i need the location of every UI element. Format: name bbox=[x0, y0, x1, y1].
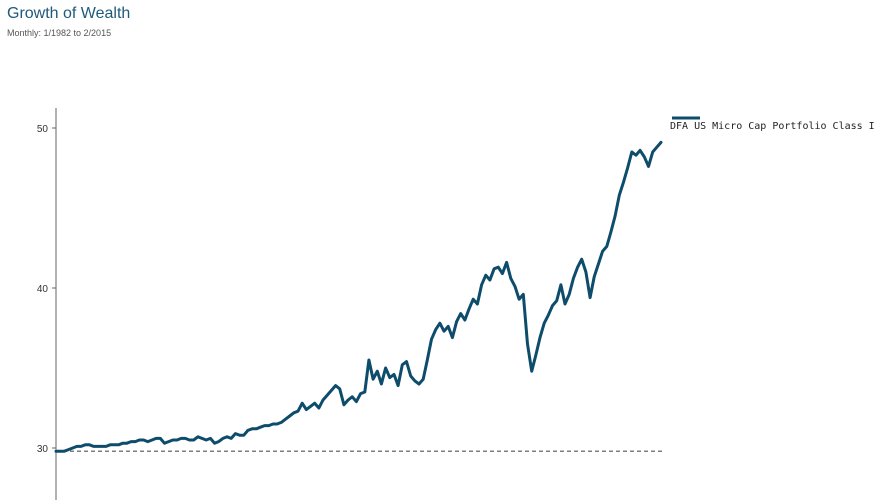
chart-subtitle: Monthly: 1/1982 to 2/2015 bbox=[7, 28, 112, 38]
y-tick-label: 50 bbox=[37, 124, 49, 135]
y-ticks: 30 40 50 bbox=[37, 124, 56, 455]
y-tick-label: 30 bbox=[37, 444, 49, 455]
legend-label: DFA US Micro Cap Portfolio Class I bbox=[670, 121, 875, 132]
series-line-dfa-us-micro-cap bbox=[54, 140, 663, 453]
legend: DFA US Micro Cap Portfolio Class I bbox=[670, 116, 875, 132]
y-tick-label: 40 bbox=[37, 284, 49, 295]
chart-title: Growth of Wealth bbox=[7, 5, 131, 22]
